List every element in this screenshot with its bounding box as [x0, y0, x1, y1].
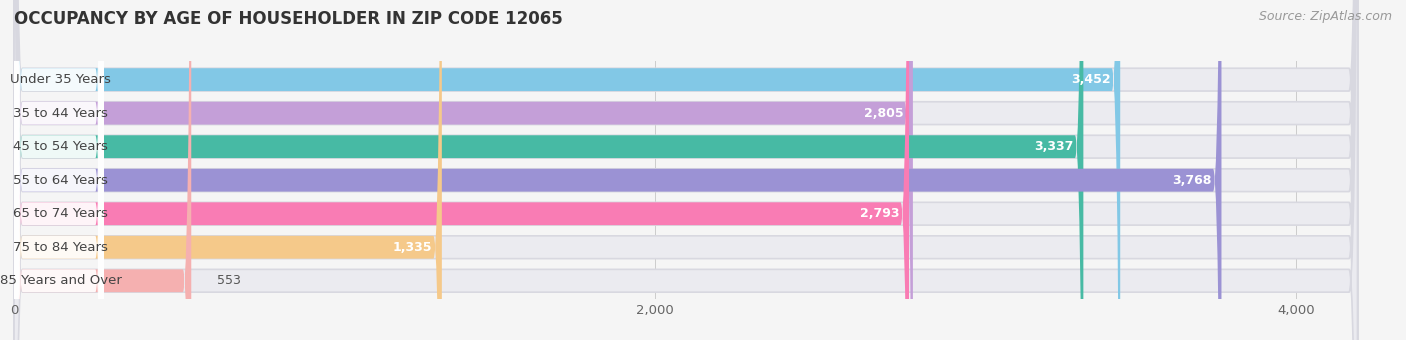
Text: 1,335: 1,335	[392, 241, 432, 254]
FancyBboxPatch shape	[14, 0, 104, 340]
FancyBboxPatch shape	[14, 0, 104, 340]
FancyBboxPatch shape	[14, 0, 1358, 340]
Text: OCCUPANCY BY AGE OF HOUSEHOLDER IN ZIP CODE 12065: OCCUPANCY BY AGE OF HOUSEHOLDER IN ZIP C…	[14, 10, 562, 28]
Text: 55 to 64 Years: 55 to 64 Years	[13, 174, 108, 187]
FancyBboxPatch shape	[14, 0, 912, 340]
FancyBboxPatch shape	[14, 0, 104, 340]
Text: Source: ZipAtlas.com: Source: ZipAtlas.com	[1258, 10, 1392, 23]
Text: 3,452: 3,452	[1071, 73, 1111, 86]
FancyBboxPatch shape	[14, 0, 104, 340]
Text: 65 to 74 Years: 65 to 74 Years	[13, 207, 108, 220]
FancyBboxPatch shape	[14, 0, 1358, 340]
FancyBboxPatch shape	[14, 0, 1222, 340]
Text: 35 to 44 Years: 35 to 44 Years	[13, 107, 108, 120]
FancyBboxPatch shape	[14, 0, 1358, 340]
Text: 2,805: 2,805	[863, 107, 903, 120]
FancyBboxPatch shape	[14, 0, 910, 340]
FancyBboxPatch shape	[14, 0, 1121, 340]
FancyBboxPatch shape	[14, 0, 1358, 340]
FancyBboxPatch shape	[14, 0, 441, 340]
Text: 553: 553	[217, 274, 240, 287]
FancyBboxPatch shape	[14, 0, 104, 340]
Text: Under 35 Years: Under 35 Years	[10, 73, 111, 86]
Text: 85 Years and Over: 85 Years and Over	[0, 274, 122, 287]
FancyBboxPatch shape	[14, 0, 1084, 340]
FancyBboxPatch shape	[14, 0, 1358, 340]
FancyBboxPatch shape	[14, 0, 191, 340]
FancyBboxPatch shape	[14, 0, 1358, 340]
FancyBboxPatch shape	[14, 0, 1358, 340]
Text: 3,768: 3,768	[1173, 174, 1212, 187]
FancyBboxPatch shape	[14, 0, 104, 340]
FancyBboxPatch shape	[14, 0, 104, 340]
Text: 45 to 54 Years: 45 to 54 Years	[13, 140, 108, 153]
Text: 2,793: 2,793	[860, 207, 900, 220]
Text: 75 to 84 Years: 75 to 84 Years	[13, 241, 108, 254]
Text: 3,337: 3,337	[1035, 140, 1074, 153]
